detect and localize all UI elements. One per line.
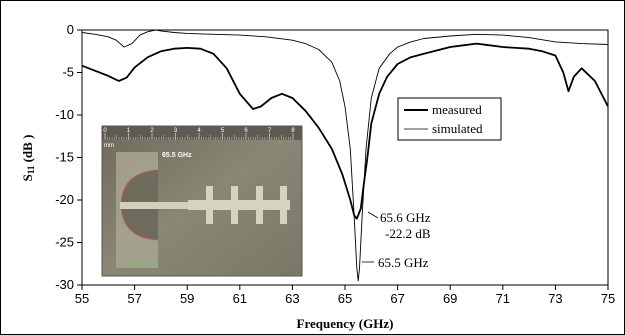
feed-line	[120, 202, 192, 209]
x-tick-label: 55	[75, 291, 89, 306]
patch-2	[231, 186, 238, 224]
annotations: 65.6 GHz -22.2 dB 65.5 GHz	[362, 210, 431, 270]
x-tick-label: 59	[180, 291, 194, 306]
legend-label-measured: measured	[432, 102, 482, 117]
ruler-number: 8	[291, 128, 295, 134]
annotation-arrow-1	[367, 211, 379, 219]
annotation-text-2: -22.2 dB	[385, 226, 431, 241]
legend: measured simulated	[397, 97, 502, 141]
legend-box	[397, 97, 502, 141]
series-layer	[81, 29, 609, 282]
x-axis-title: Frequency (GHz)	[297, 316, 394, 331]
ruler-number: 2	[150, 128, 154, 134]
antenna-photo-inset: 0 1 2 3 4 5 6 7 8 mm 65.5 GHz	[101, 125, 303, 277]
photo-frequency-label: 65.5 GHz	[162, 152, 192, 159]
series-line-simulated	[81, 29, 609, 282]
ruler-number: 4	[197, 128, 201, 134]
x-axis: 55 57 59 61 63 65 67 69 71 73 75	[75, 285, 615, 306]
y-tick-label: -25	[55, 235, 74, 250]
x-tick-label: 71	[496, 291, 510, 306]
x-tick-label: 63	[285, 291, 299, 306]
ruler-number: 0	[103, 128, 107, 134]
x-tick-label: 69	[443, 291, 457, 306]
ruler-unit-label: mm	[104, 143, 114, 149]
x-tick-label: 57	[127, 291, 141, 306]
series-line-measured	[81, 42, 609, 220]
patch-4	[280, 186, 287, 224]
x-tick-label: 61	[233, 291, 247, 306]
y-tick-label: -30	[55, 277, 74, 292]
y-axis: 0 -5 -10 -15 -20 -25 -30	[55, 22, 82, 292]
y-tick-label: 0	[67, 22, 74, 37]
x-tick-label: 75	[601, 291, 615, 306]
ruler: 0 1 2 3 4 5 6 7 8	[103, 128, 295, 140]
array-feed	[188, 200, 290, 210]
legend-label-simulated: simulated	[432, 121, 483, 136]
y-axis-title: S11 (dB )	[20, 135, 36, 182]
patch-3	[256, 186, 263, 224]
ruler-number: 5	[221, 128, 225, 134]
ruler-number: 3	[174, 128, 178, 134]
annotation-text-1: 65.6 GHz	[380, 210, 431, 225]
y-tick-label: -5	[62, 65, 74, 80]
x-tick-label: 65	[338, 291, 352, 306]
y-tick-label: -10	[55, 107, 74, 122]
ruler-number: 6	[244, 128, 248, 134]
patch-1	[206, 186, 213, 224]
x-tick-label: 73	[548, 291, 562, 306]
ruler-number: 1	[127, 128, 131, 134]
y-tick-label: -15	[55, 150, 74, 165]
y-tick-label: -20	[55, 192, 74, 207]
annotation-text-3: 65.5 GHz	[378, 255, 429, 270]
ruler-number: 7	[268, 128, 272, 134]
x-tick-label: 67	[390, 291, 404, 306]
